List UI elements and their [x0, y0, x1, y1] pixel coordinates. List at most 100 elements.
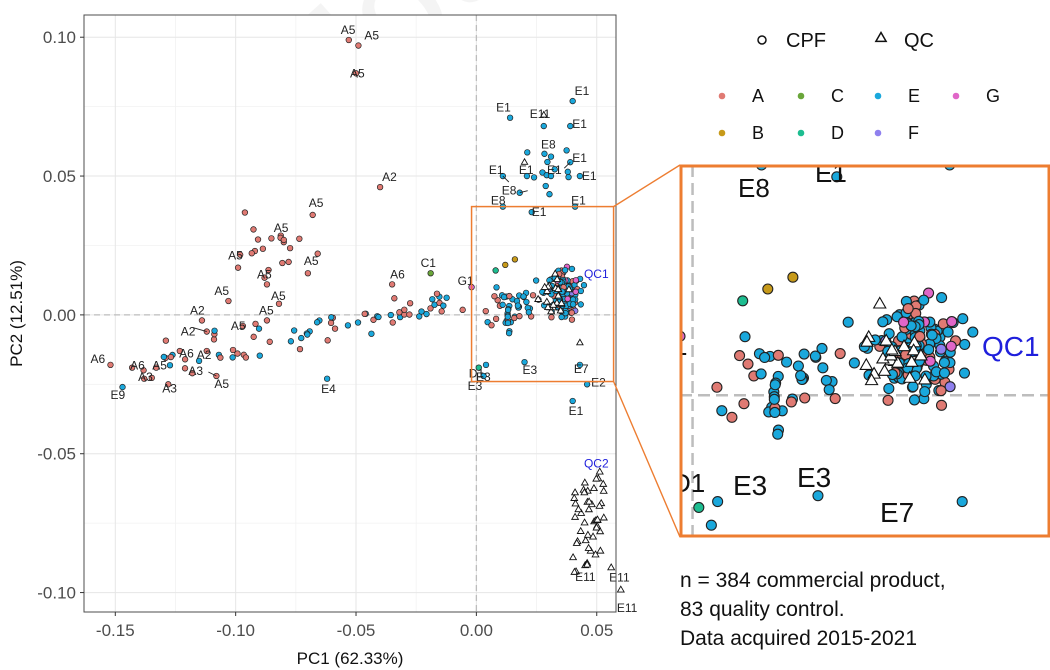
inset-data-point: [798, 348, 810, 360]
legend-label: E: [908, 86, 920, 106]
legend-label: QC: [904, 30, 934, 52]
data-point: [265, 266, 272, 274]
data-point: [181, 365, 189, 372]
inset-data-point: [923, 344, 935, 356]
legend-label: CPF: [786, 30, 826, 52]
qc-point: [575, 338, 584, 346]
legend-label: F: [908, 123, 919, 143]
data-point: [234, 264, 242, 271]
data-point: [511, 256, 519, 263]
qc-point: [551, 269, 560, 277]
data-point: [296, 235, 303, 242]
data-point: [546, 191, 553, 198]
inset-border: [679, 164, 1050, 538]
point-label: A5: [341, 23, 356, 37]
inset-data-point: [772, 349, 784, 361]
qc-cluster-label: QC1: [584, 267, 609, 281]
inset-qc-point: [917, 372, 932, 385]
data-point: [488, 322, 495, 329]
data-point: [491, 293, 498, 300]
inset-data-point: [831, 171, 843, 183]
data-point: [298, 334, 305, 342]
inset-data-point: [759, 351, 771, 364]
inset-data-point: [768, 393, 780, 405]
point-label: A2: [382, 170, 397, 184]
data-point: [440, 302, 447, 309]
data-point: [248, 250, 255, 257]
point-label: E1: [571, 194, 586, 208]
point-label: E1: [572, 151, 587, 165]
inset-data-point: [816, 342, 828, 355]
sample-note: n = 384 commercial product, 83 quality c…: [680, 566, 946, 653]
data-point: [165, 381, 172, 388]
data-point: [225, 297, 232, 305]
data-point: [250, 333, 257, 340]
data-point: [523, 298, 530, 306]
inset-data-point: [781, 356, 793, 368]
x-tick-label: -0.05: [337, 621, 376, 640]
data-point: [580, 282, 588, 289]
qc-point: [591, 550, 600, 558]
qc-point: [549, 300, 558, 308]
inset-data-point: [712, 496, 724, 508]
point-label: E11: [617, 601, 638, 615]
point-label: A5: [364, 29, 379, 43]
qc-point: [592, 523, 601, 531]
data-point: [352, 70, 360, 77]
legend-key-circle: [757, 35, 767, 45]
data-point: [181, 356, 189, 363]
data-point: [547, 172, 555, 180]
inset-data-point: [716, 405, 728, 417]
data-point: [376, 184, 384, 191]
inset-point-label: QC1: [982, 331, 1040, 362]
qc-point: [592, 474, 601, 482]
inset-data-point: [772, 428, 784, 440]
legend-key-dot: [797, 129, 805, 137]
y-tick-label: 0.05: [43, 167, 76, 186]
data-point: [443, 294, 450, 301]
inset-qc-point: [906, 343, 921, 356]
inset-point-label: D1: [672, 468, 705, 498]
inset-data-point: [817, 362, 829, 374]
data-point: [569, 397, 576, 405]
inset-data-point: [769, 379, 781, 391]
data-point: [524, 149, 531, 156]
qc-point: [599, 486, 608, 494]
data-point: [203, 347, 210, 355]
point-label: E2: [591, 375, 606, 389]
data-point: [166, 362, 174, 369]
inset-qc-point: [859, 334, 874, 347]
data-point: [389, 319, 396, 326]
data-point: [532, 277, 540, 284]
inset-data-point: [711, 381, 723, 393]
data-point: [528, 208, 535, 216]
data-point: [511, 314, 518, 322]
inset-data-point: [809, 350, 821, 362]
data-point: [502, 261, 509, 269]
data-point: [482, 307, 489, 315]
data-point: [189, 370, 196, 377]
data-point: [540, 122, 547, 130]
data-point: [279, 259, 286, 267]
point-label: A2: [197, 348, 212, 362]
point-label: A5: [214, 284, 229, 298]
data-point: [401, 306, 408, 313]
inset-data-point: [795, 370, 807, 382]
qc-point: [553, 274, 562, 283]
point-label: E11: [575, 570, 596, 584]
zoom-region-box: [470, 205, 615, 383]
inset-qc-point: [890, 355, 905, 368]
qc-point: [580, 518, 589, 526]
point-label: E9: [111, 388, 126, 402]
data-point: [516, 313, 523, 320]
inset-qc-point: [879, 333, 894, 346]
legend-label: G: [986, 86, 1000, 106]
data-point: [237, 251, 244, 258]
leader-line: [563, 161, 571, 169]
data-point: [309, 211, 316, 219]
legend-key-dot: [952, 92, 960, 100]
data-point: [568, 265, 576, 273]
qc-point: [581, 535, 590, 544]
